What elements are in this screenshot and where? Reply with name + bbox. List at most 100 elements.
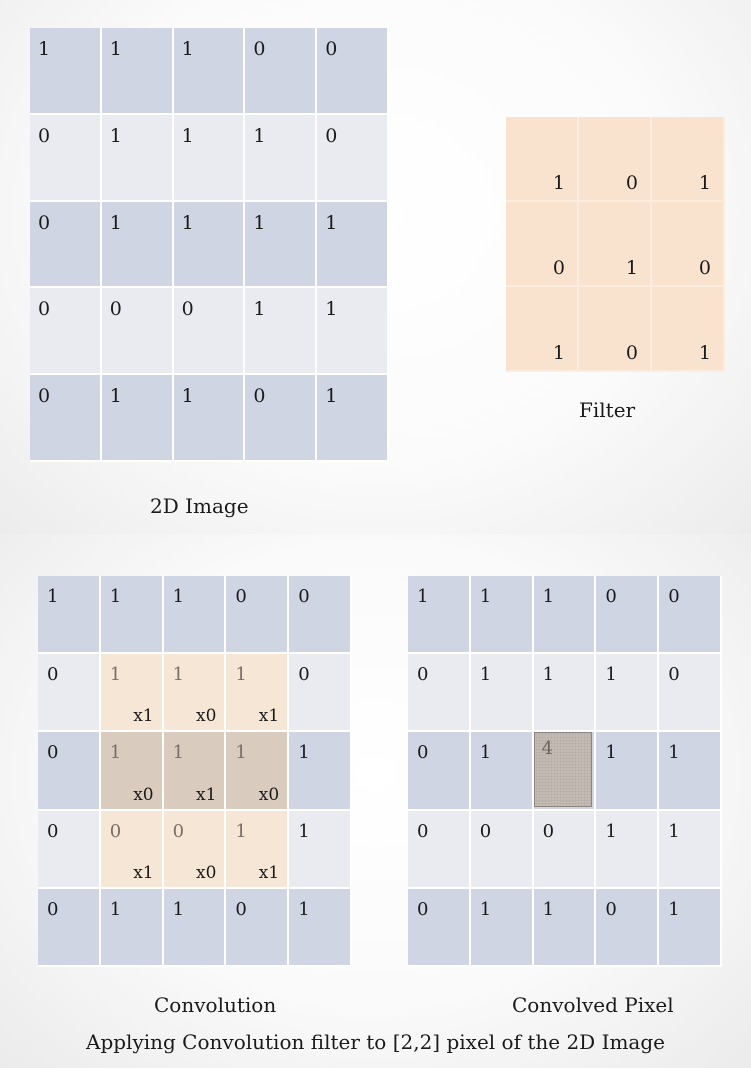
convolved-pixel-highlight: 4 — [533, 732, 593, 807]
image-cell: 1 — [101, 114, 174, 202]
conv-cell: 1 — [163, 576, 227, 655]
image-cell: 1 — [317, 288, 389, 376]
conv-window-cell: 1 x0 — [100, 732, 164, 811]
image-cell: 1 — [317, 375, 389, 462]
image-cell: 1 — [101, 201, 174, 289]
image-cell: 0 — [173, 288, 246, 376]
result-cell: 1 — [533, 888, 597, 967]
multiplier-label: x0 — [195, 706, 217, 727]
convolution-caption: Convolution — [154, 993, 277, 1017]
image-cell: 1 — [30, 28, 102, 115]
result-cell: 0 — [659, 654, 722, 733]
filter-cell: 1 — [652, 287, 725, 372]
multiplier-label: x1 — [133, 706, 154, 727]
result-cell: 0 — [533, 810, 597, 889]
conv-cell: 1 — [289, 732, 352, 811]
image-cell: 0 — [30, 114, 102, 202]
result-cell: 1 — [533, 654, 597, 733]
convolution-grid: 1 1 1 0 0 0 1 x1 1 x0 1 x1 0 0 1 x0 1 x1 1 x0 … — [38, 576, 352, 967]
multiplier-label: x0 — [133, 784, 154, 805]
result-cell: 0 — [659, 576, 722, 655]
multiplier-label: x1 — [258, 706, 280, 727]
filter-cell: 1 — [506, 287, 579, 372]
conv-cell: 1 — [100, 888, 164, 967]
conv-window-cell: 1 x1 — [226, 810, 290, 889]
result-cell: 1 — [533, 576, 597, 655]
conv-cell: 0 — [38, 654, 101, 733]
result-cell: 0 — [408, 888, 471, 967]
result-cell: 0 — [596, 576, 660, 655]
result-cell: 0 — [408, 810, 471, 889]
conv-cell: 0 — [226, 888, 290, 967]
conv-cell: 1 — [38, 576, 101, 655]
result-cell: 1 — [596, 810, 660, 889]
convolved-caption: Convolved Pixel — [512, 993, 674, 1017]
conv-cell: 0 — [38, 732, 101, 811]
image-cell: 0 — [30, 375, 102, 462]
conv-cell: 0 — [289, 654, 352, 733]
conv-window-cell: 1 x1 — [163, 732, 227, 811]
result-cell: 1 — [596, 732, 660, 811]
result-cell: 0 — [470, 810, 534, 889]
conv-cell: 1 — [100, 576, 164, 655]
convolved-pixel: 4 — [533, 732, 597, 811]
filter-cell: 0 — [506, 202, 579, 287]
conv-cell: 1 — [289, 888, 352, 967]
result-cell: 1 — [470, 654, 534, 733]
conv-window-cell: 0 x1 — [100, 810, 164, 889]
image-cell: 0 — [30, 288, 102, 376]
footer-caption: Applying Convolution filter to [2,2] pix… — [86, 1030, 665, 1054]
multiplier-label: x1 — [133, 862, 154, 883]
result-cell: 1 — [659, 888, 722, 967]
conv-window-cell: 1 x0 — [163, 654, 227, 733]
image-cell: 1 — [173, 114, 246, 202]
conv-window-cell: 0 x0 — [163, 810, 227, 889]
filter-cell: 0 — [579, 117, 652, 202]
image-cell: 0 — [101, 288, 174, 376]
image-grid: 1 1 1 0 0 0 1 1 1 0 0 1 1 1 1 0 0 0 1 1 … — [30, 28, 389, 462]
result-cell: 1 — [659, 732, 722, 811]
filter-cell: 1 — [652, 117, 725, 202]
image-cell: 1 — [317, 201, 389, 289]
conv-cell: 0 — [38, 810, 101, 889]
result-cell: 0 — [408, 732, 471, 811]
image-cell: 1 — [173, 201, 246, 289]
filter-cell: 1 — [506, 117, 579, 202]
result-cell: 1 — [470, 888, 534, 967]
filter-cell: 0 — [652, 202, 725, 287]
filter-grid: 1 0 1 0 1 0 1 0 1 — [506, 117, 725, 372]
result-cell: 1 — [659, 810, 722, 889]
conv-cell: 1 — [289, 810, 352, 889]
image-cell: 0 — [30, 201, 102, 289]
image-cell: 1 — [245, 288, 318, 376]
multiplier-label: x1 — [195, 784, 217, 805]
image-cell: 0 — [245, 375, 318, 462]
filter-caption: Filter — [579, 398, 636, 422]
image-cell: 1 — [101, 375, 174, 462]
conv-cell: 1 — [163, 888, 227, 967]
image-cell: 0 — [317, 114, 389, 202]
result-cell: 0 — [596, 888, 660, 967]
image-cell: 1 — [173, 375, 246, 462]
conv-window-cell: 1 x1 — [226, 654, 290, 733]
result-cell: 1 — [596, 654, 660, 733]
convolved-grid: 1 1 1 0 0 0 1 1 1 0 0 1 4 1 1 0 0 0 1 1 … — [408, 576, 722, 967]
image-cell: 0 — [245, 28, 318, 115]
image-cell: 1 — [245, 201, 318, 289]
conv-cell: 0 — [226, 576, 290, 655]
multiplier-label: x0 — [258, 784, 280, 805]
result-cell: 1 — [470, 576, 534, 655]
result-cell: 1 — [408, 576, 471, 655]
filter-cell: 1 — [579, 202, 652, 287]
image-cell: 0 — [317, 28, 389, 115]
multiplier-label: x0 — [195, 862, 217, 883]
filter-cell: 0 — [579, 287, 652, 372]
image-cell: 1 — [245, 114, 318, 202]
image-cell: 1 — [101, 28, 174, 115]
conv-window-cell: 1 x1 — [100, 654, 164, 733]
image-cell: 1 — [173, 28, 246, 115]
result-cell: 1 — [470, 732, 534, 811]
conv-window-cell: 1 x0 — [226, 732, 290, 811]
conv-cell: 0 — [289, 576, 352, 655]
multiplier-label: x1 — [258, 862, 280, 883]
